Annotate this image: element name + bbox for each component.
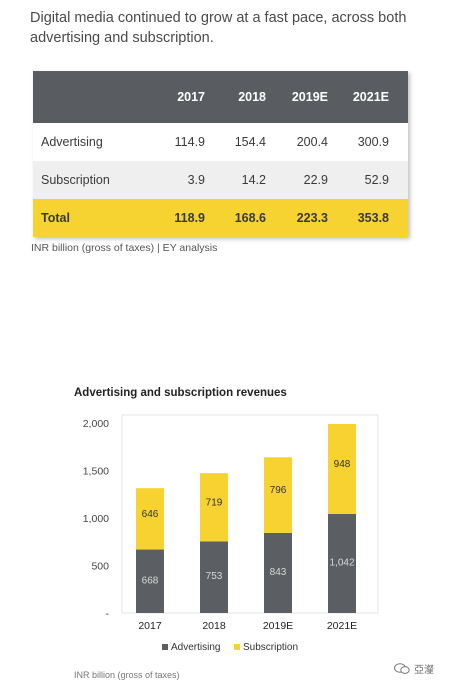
col-header: 2021E (352, 90, 389, 104)
table-cell: 14.2 (241, 173, 266, 187)
legend-label: Subscription (243, 642, 298, 653)
bar-subscription (264, 457, 292, 533)
row-label: Advertising (41, 135, 103, 149)
y-tick-label: - (106, 608, 110, 620)
table-source-note: INR billion (gross of taxes) | EY analys… (31, 242, 218, 254)
table-header: 2017 2018 2019E 2021E (33, 71, 408, 123)
table-cell: 154.4 (234, 135, 266, 149)
watermark-text: 亞瀣 (414, 665, 434, 676)
bar-subscription (136, 488, 164, 550)
data-label: 948 (334, 459, 351, 470)
data-label: 753 (206, 571, 223, 582)
chart-source-note: INR billion (gross of taxes) (74, 670, 180, 680)
table-cell: 52.9 (364, 173, 389, 187)
y-tick-label: 500 (91, 561, 109, 573)
bar-advertising (200, 541, 228, 613)
col-header: 2018 (238, 90, 266, 104)
y-tick-label: 1,000 (83, 513, 109, 525)
row-label: Subscription (41, 173, 110, 187)
legend-swatch (162, 644, 168, 650)
chat-icon (394, 662, 410, 674)
table-cell: 3.9 (187, 173, 205, 187)
legend-swatch (234, 644, 240, 650)
col-header: 2017 (177, 90, 205, 104)
table-cell: 200.4 (296, 135, 328, 149)
bar-advertising (264, 532, 292, 613)
row-label: Total (41, 211, 70, 225)
data-label: 1,042 (329, 558, 354, 569)
table-cell: 114.9 (174, 135, 205, 149)
bar-advertising (136, 549, 164, 613)
data-label: 843 (270, 567, 287, 578)
y-tick-label: 1,500 (83, 466, 109, 478)
table-row-subscription: Subscription 3.9 14.2 22.9 52.9 (33, 161, 408, 199)
x-tick-label: 2021E (327, 620, 357, 632)
data-label: 719 (206, 497, 223, 508)
col-header: 2019E (291, 90, 328, 104)
headline: Digital media continued to grow at a fas… (30, 10, 407, 46)
table-row-total: Total 118.9 168.6 223.3 353.8 (33, 199, 408, 237)
table-cell: 300.9 (357, 135, 389, 149)
data-label: 646 (142, 509, 159, 520)
plot-frame (121, 414, 379, 614)
table-cell: 223.3 (296, 211, 328, 225)
revenue-table: 2017 2018 2019E 2021E Advertising 114.9 … (33, 71, 408, 237)
stacked-bar-chart: - 500 1,000 1,500 2,000 668 646 2017 753 719 2018 8… (83, 414, 379, 653)
x-tick-label: 2018 (202, 620, 226, 632)
bar-subscription (328, 423, 356, 515)
legend-label: Advertising (171, 642, 220, 653)
watermark: 亞瀣 (394, 661, 434, 676)
table-row-advertising: Advertising 114.9 154.4 200.4 300.9 (33, 123, 408, 161)
table-cell: 353.8 (357, 211, 389, 225)
table-cell: 22.9 (303, 173, 328, 187)
table-cell: 118.9 (174, 211, 205, 225)
x-tick-label: 2019E (263, 620, 293, 632)
chart-title: Advertising and subscription revenues (74, 387, 287, 399)
data-label: 668 (142, 575, 159, 586)
bar-advertising (328, 514, 356, 613)
bar-subscription (200, 473, 228, 542)
y-tick-label: 2,000 (83, 418, 109, 430)
data-label: 796 (270, 485, 287, 496)
x-tick-label: 2017 (138, 620, 162, 632)
table-cell: 168.6 (234, 211, 266, 225)
